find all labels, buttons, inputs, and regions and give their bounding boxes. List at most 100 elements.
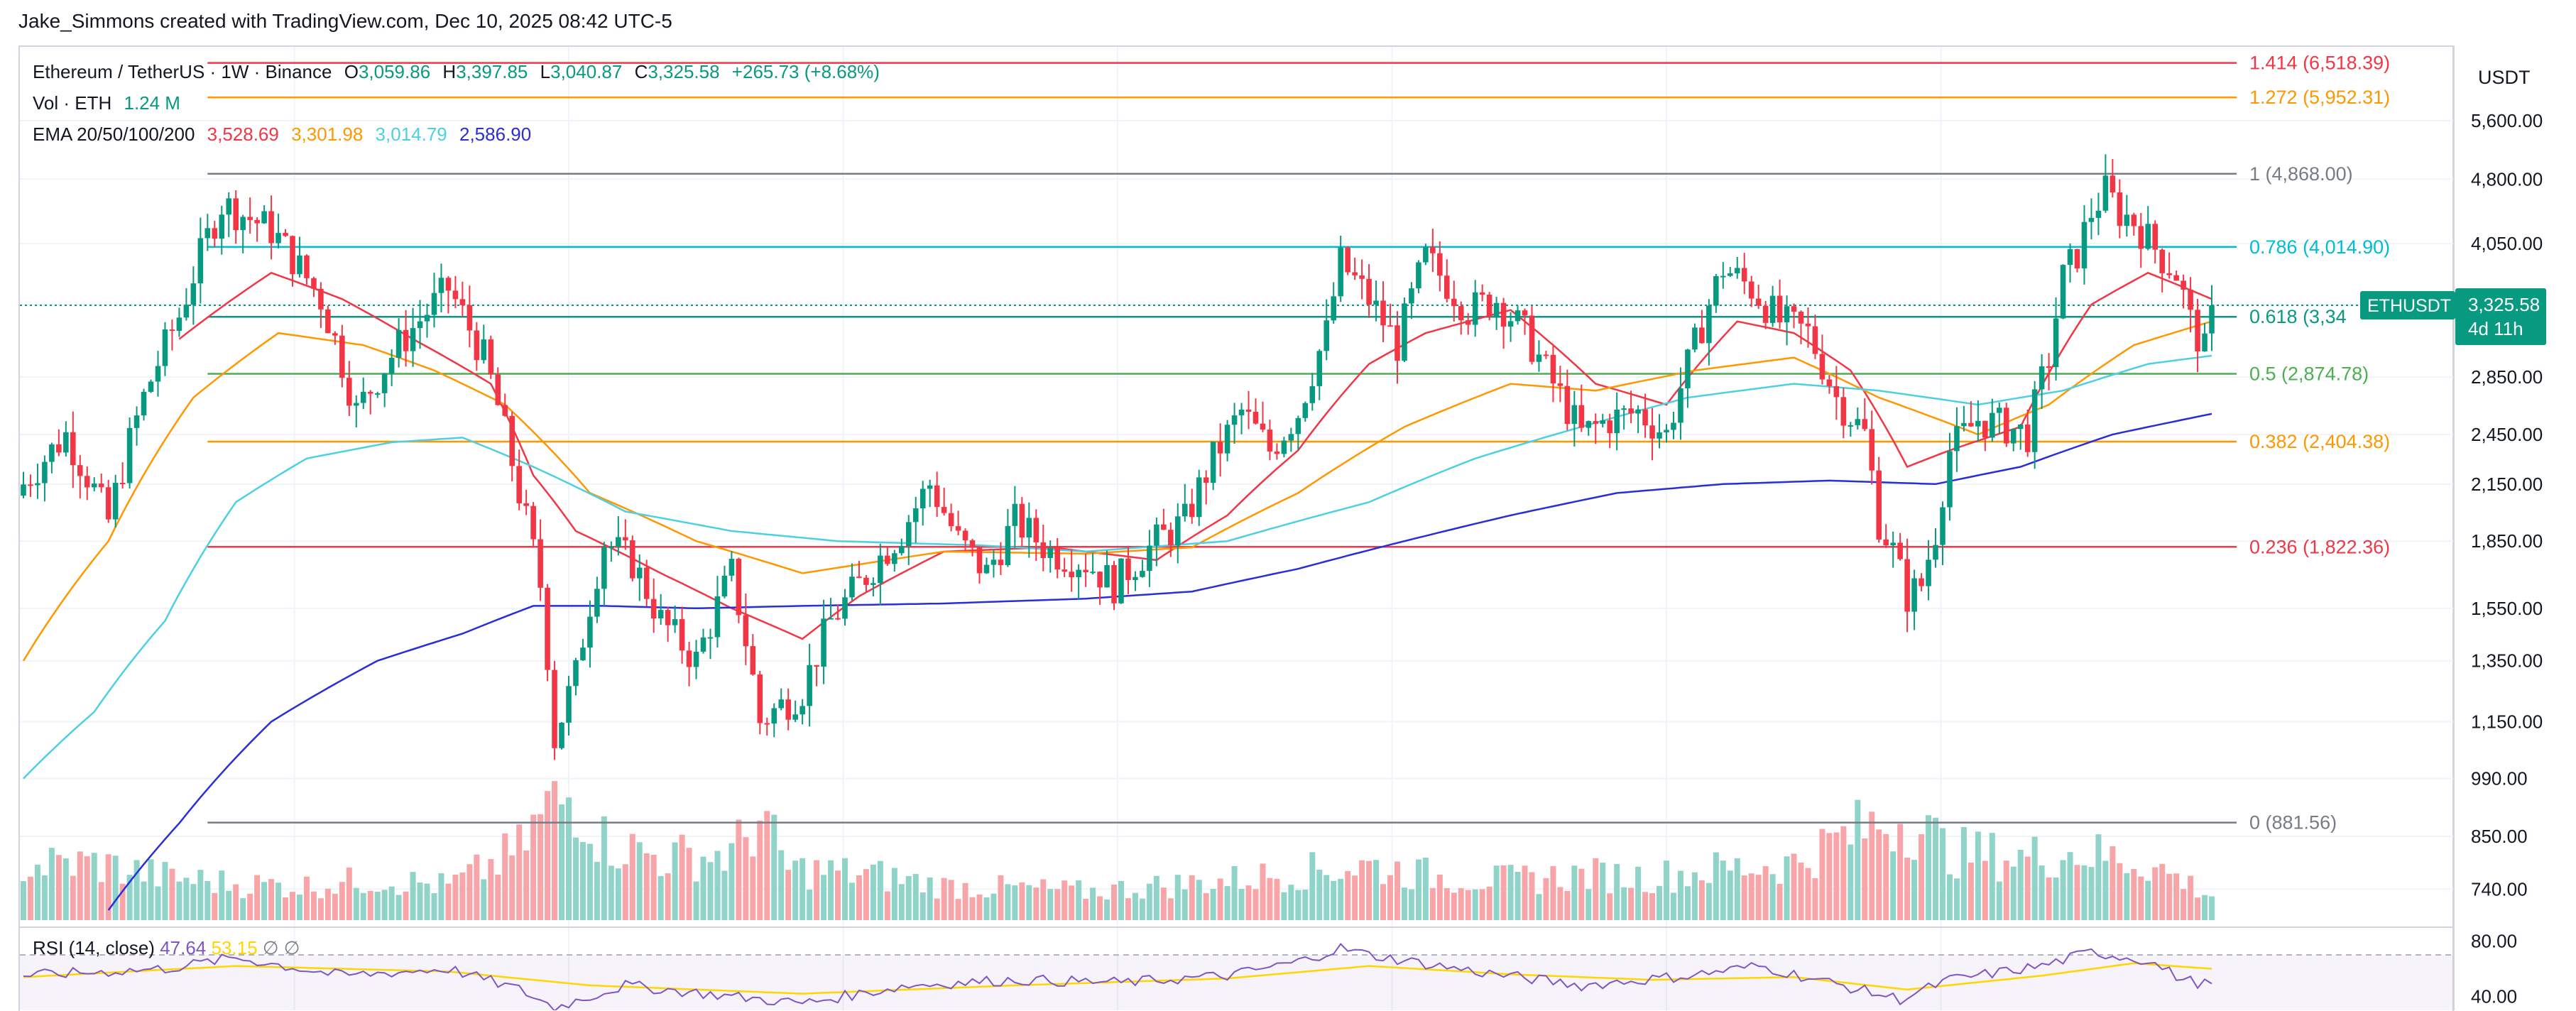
candle-body <box>212 228 218 239</box>
ema-legend[interactable]: EMA 20/50/100/200 3,528.69 3,301.98 3,01… <box>33 124 538 146</box>
volume-bar <box>1522 865 1528 920</box>
candle-body <box>1713 275 1719 306</box>
candle-body <box>608 546 614 548</box>
volume-bar <box>212 892 218 920</box>
candle-body <box>1005 525 1011 565</box>
price-tag-value: 3,325.58 <box>2468 294 2540 315</box>
volume-bar <box>2060 860 2066 920</box>
candle-body <box>346 378 352 406</box>
volume-bar <box>1111 884 1118 920</box>
volume-bar <box>2053 877 2059 920</box>
volume-bar <box>367 890 373 920</box>
volume-bar <box>579 841 586 920</box>
volume-bar <box>665 873 671 920</box>
candle-body <box>1968 422 1974 427</box>
candle-body <box>445 278 452 291</box>
candle-body <box>1515 310 1521 322</box>
candle-body <box>2110 175 2116 193</box>
candle-body <box>1692 327 1698 350</box>
volume-bar <box>707 862 714 920</box>
volume-bar <box>1642 892 1649 920</box>
rsi-legend[interactable]: RSI (14, close) 47.64 53.15 ∅ ∅ <box>33 937 300 959</box>
volume-bar <box>502 833 508 920</box>
candle-body <box>2024 424 2031 452</box>
volume-bar <box>1911 860 1918 920</box>
candle-body <box>240 217 246 231</box>
volume-bar <box>1698 880 1705 920</box>
volume-bar <box>2181 889 2187 920</box>
candle-body <box>1054 548 1061 570</box>
candle-body <box>919 488 926 509</box>
volume-bar <box>559 804 565 920</box>
candle-body <box>594 589 600 617</box>
candle-body <box>807 665 812 706</box>
volume-bar <box>141 881 147 920</box>
candle-body <box>2209 305 2215 334</box>
volume-bar <box>1465 890 1471 920</box>
candle-body <box>750 646 756 675</box>
candle-body <box>849 576 855 598</box>
volume-bar <box>1288 885 1294 920</box>
volume-bar <box>112 856 119 920</box>
volume-bar <box>523 850 530 920</box>
candle-body <box>325 309 331 334</box>
candle-body <box>863 577 869 585</box>
volume-legend[interactable]: Vol · ETH 1.24 M <box>33 92 187 114</box>
candle-body <box>2039 366 2045 390</box>
volume-bar <box>615 868 621 920</box>
candle-body <box>2195 310 2200 351</box>
volume-bar <box>1338 878 1344 920</box>
candle-body <box>261 211 267 224</box>
volume-bar <box>693 881 699 920</box>
volume-bar <box>799 858 806 920</box>
volume-bar <box>998 875 1004 920</box>
candle-body <box>1133 576 1138 581</box>
candle-body <box>1883 539 1889 546</box>
volume-bar <box>877 860 883 920</box>
volume-bar <box>1564 890 1571 920</box>
volume-bar <box>1664 860 1669 920</box>
ema20-line <box>178 271 2212 640</box>
volume-bar <box>552 781 558 920</box>
candle-body <box>1224 425 1230 454</box>
candle-body <box>1245 409 1252 412</box>
candle-body <box>1231 415 1238 425</box>
candle-body <box>771 708 777 724</box>
candle-body <box>332 333 338 336</box>
symbol-legend[interactable]: Ethereum / TetherUS · 1W · Binance O3,05… <box>33 61 887 83</box>
price-tick-13: 740.00 <box>2471 878 2528 900</box>
candle-body <box>1026 518 1032 538</box>
candle-body <box>318 288 324 310</box>
candle-body <box>1352 272 1358 275</box>
candle-body <box>1196 477 1202 518</box>
volume-bar <box>254 875 261 920</box>
candle-body <box>1366 278 1372 305</box>
volume-bar <box>828 860 834 920</box>
volume-bar <box>1536 894 1542 920</box>
candle-body <box>778 699 785 709</box>
candle-body <box>537 539 543 588</box>
candle-body <box>148 381 154 392</box>
candle-body <box>580 647 586 660</box>
symbol-tag <box>2360 290 2455 319</box>
candle-body <box>417 321 423 329</box>
candle-body <box>290 236 295 275</box>
candle-body <box>643 567 650 599</box>
volume-bar <box>1443 887 1450 920</box>
candle-body <box>374 393 381 395</box>
volume-bar <box>919 892 926 920</box>
volume-bar <box>339 882 345 920</box>
volume-bar <box>452 874 459 920</box>
candle-body <box>792 714 798 720</box>
volume-bar <box>1919 834 1925 920</box>
candle-body <box>976 547 983 574</box>
volume-bar <box>317 898 324 920</box>
candle-body <box>1947 451 1953 508</box>
volume-bar <box>296 895 302 920</box>
candle-body <box>1933 545 1938 560</box>
candle-body <box>650 599 657 619</box>
volume-bar <box>976 894 983 920</box>
candle-body <box>1458 306 1464 321</box>
candle-body <box>1104 564 1110 588</box>
